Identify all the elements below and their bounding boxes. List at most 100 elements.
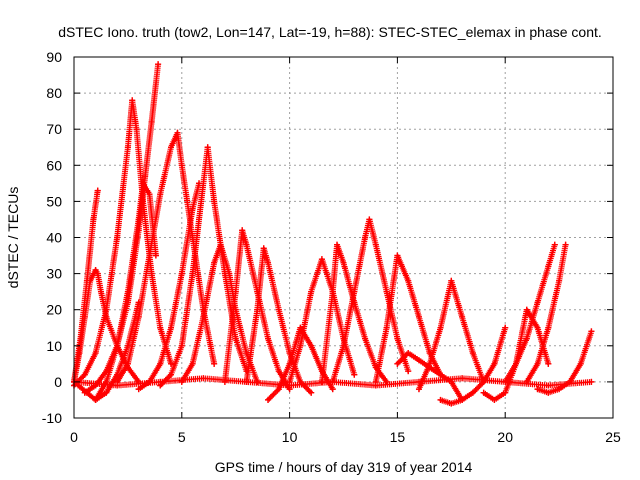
data-point	[92, 396, 99, 403]
data-point	[232, 288, 239, 295]
data-point	[545, 360, 552, 367]
x-tick-label: 10	[282, 429, 298, 445]
data-point	[523, 306, 530, 313]
data-point	[286, 360, 293, 367]
series-6	[75, 299, 142, 403]
data-point	[394, 360, 401, 367]
data-point	[415, 357, 422, 364]
data-point	[362, 335, 369, 342]
data-point	[211, 360, 218, 367]
data-point	[133, 126, 140, 133]
data-point	[545, 382, 552, 389]
data-point	[588, 378, 595, 385]
series-markers	[71, 97, 174, 389]
data-point	[146, 252, 153, 259]
data-point	[114, 342, 121, 349]
data-point	[90, 216, 97, 223]
data-point	[92, 350, 99, 357]
data-point	[243, 241, 250, 248]
data-point	[148, 270, 155, 277]
data-point	[178, 270, 185, 277]
series-3	[71, 97, 175, 389]
y-tick-label: 20	[46, 302, 62, 318]
data-point	[178, 342, 185, 349]
data-point	[459, 375, 466, 382]
data-point	[275, 306, 282, 313]
x-tick-label: 20	[497, 429, 513, 445]
data-point	[297, 342, 304, 349]
data-point	[394, 252, 401, 259]
data-point	[226, 270, 233, 277]
data-point	[405, 368, 412, 375]
data-point	[200, 313, 207, 320]
data-point	[157, 191, 164, 198]
data-point	[459, 396, 466, 403]
data-point	[551, 241, 558, 248]
data-point	[178, 162, 185, 169]
tick-labels: 0 5 10 15 20 25 -10 0 10 20 30 40 50 60 70 80 90	[42, 49, 621, 445]
data-point	[81, 371, 88, 378]
y-tick-label: 50	[46, 193, 62, 209]
data-point	[286, 382, 293, 389]
data-point	[329, 386, 336, 393]
data-point	[275, 386, 282, 393]
data-point	[523, 335, 530, 342]
series-25	[71, 375, 595, 389]
data-point	[534, 360, 541, 367]
data-point	[260, 245, 267, 252]
axis-ticks	[73, 56, 614, 419]
data-point	[545, 263, 552, 270]
data-point	[437, 324, 444, 331]
data-point	[340, 259, 347, 266]
data-point	[405, 350, 412, 357]
data-point	[155, 61, 162, 68]
series-20	[437, 324, 509, 407]
data-point	[491, 396, 498, 403]
data-point	[265, 259, 272, 266]
data-point	[448, 400, 455, 407]
data-point	[308, 389, 315, 396]
series-15	[318, 241, 390, 385]
data-point	[103, 389, 110, 396]
data-point	[174, 129, 181, 136]
data-point	[243, 378, 250, 385]
data-point	[308, 288, 315, 295]
x-tick-label: 5	[178, 429, 186, 445]
y-tick-label: 60	[46, 157, 62, 173]
data-point	[146, 191, 153, 198]
y-tick-label: 30	[46, 266, 62, 282]
x-axis-label: GPS time / hours of day 319 of year 2014	[215, 459, 473, 475]
data-point	[502, 324, 509, 331]
data-point	[405, 277, 412, 284]
data-point	[491, 360, 498, 367]
data-point	[351, 371, 358, 378]
series-markers	[416, 277, 487, 393]
data-point	[502, 389, 509, 396]
chart-title: dSTEC Iono. truth (tow2, Lon=147, Lat=-1…	[58, 24, 602, 40]
y-tick-label: -10	[42, 410, 62, 426]
data-point	[318, 256, 325, 263]
data-point	[459, 313, 466, 320]
data-point	[512, 360, 519, 367]
data-point	[556, 277, 563, 284]
data-point	[204, 144, 211, 151]
series-2	[71, 187, 101, 385]
data-point	[415, 313, 422, 320]
data-point	[372, 241, 379, 248]
data-point	[114, 382, 121, 389]
data-point	[217, 241, 224, 248]
data-point	[426, 360, 433, 367]
data-point	[77, 335, 84, 342]
data-point	[148, 118, 155, 125]
data-point	[142, 173, 149, 180]
series-19	[415, 277, 487, 393]
data-point	[329, 378, 336, 385]
data-point	[196, 216, 203, 223]
data-point	[340, 342, 347, 349]
data-point	[200, 375, 207, 382]
data-point	[114, 234, 121, 241]
data-point	[265, 335, 272, 342]
data-point	[103, 306, 110, 313]
data-point	[534, 386, 541, 393]
y-tick-label: 0	[54, 374, 62, 390]
